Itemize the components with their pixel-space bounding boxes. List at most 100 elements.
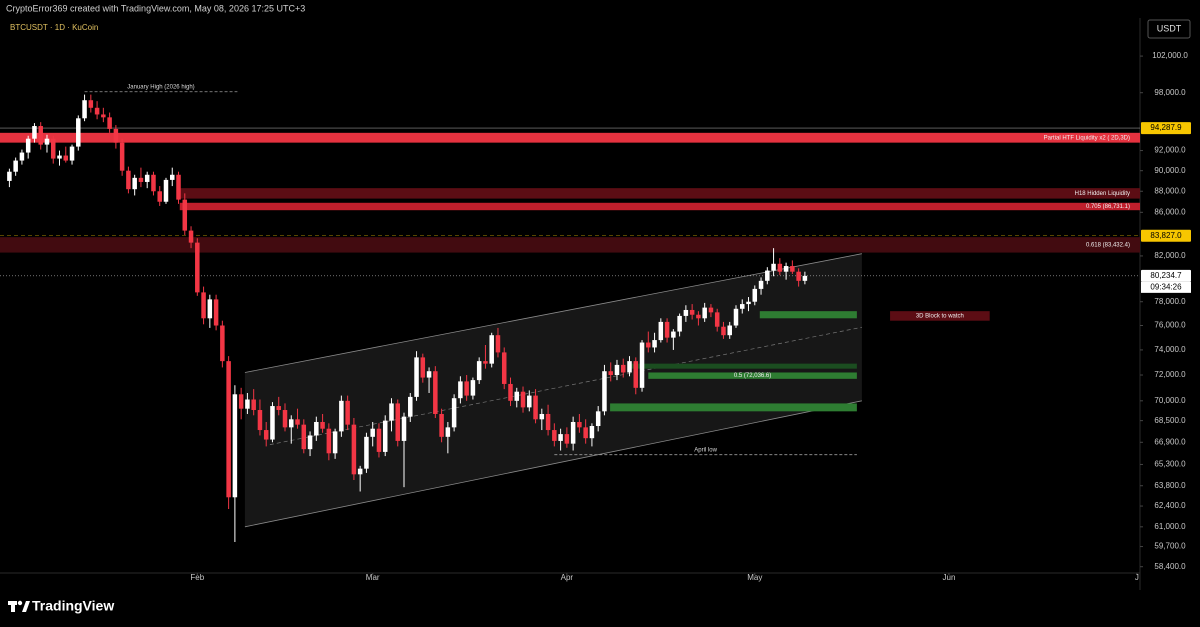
candle-body <box>470 380 476 396</box>
candle-body <box>408 396 413 417</box>
candle-body <box>76 118 81 147</box>
candle-body <box>633 361 639 388</box>
currency[interactable]: USDT <box>1157 23 1182 33</box>
candle-body <box>50 138 56 159</box>
brand: TradingView <box>32 598 114 614</box>
candle-body <box>570 421 576 444</box>
candle-body <box>395 403 401 441</box>
candle-body <box>739 304 745 309</box>
candle-body <box>351 424 357 475</box>
zone <box>629 363 857 369</box>
candle-body <box>163 179 169 202</box>
candle-body <box>382 420 388 452</box>
candle-body <box>126 170 131 190</box>
candle-body <box>270 406 275 440</box>
candle-body <box>370 428 375 437</box>
candle-body <box>182 199 188 231</box>
candle-body <box>138 177 144 182</box>
candle-body <box>790 266 795 272</box>
zone-label: H18 Hidden Liquidity <box>1075 191 1130 197</box>
candle-body <box>69 146 75 161</box>
channel-lower <box>244 400 862 528</box>
price-badge <box>1141 122 1191 135</box>
candle-body <box>82 100 87 119</box>
candle-body <box>758 280 764 289</box>
candle-body <box>119 142 125 171</box>
candle-body <box>320 421 325 429</box>
candle-body <box>157 191 162 202</box>
x-tick-label: J <box>1135 573 1139 582</box>
candle-body <box>151 174 156 192</box>
countdown-badge <box>1141 281 1191 293</box>
price-badge-label: 80,234.7 <box>1150 271 1182 280</box>
y-tick-label: 61,000.0 <box>1154 522 1186 531</box>
candle-body <box>345 400 350 425</box>
countdown: 09:34:26 <box>1150 282 1182 291</box>
zone <box>648 372 857 379</box>
candle-body <box>533 395 538 420</box>
candle-body <box>783 266 789 272</box>
candle-body <box>777 263 783 272</box>
currency-box[interactable] <box>1147 19 1191 39</box>
candle-body <box>263 430 269 440</box>
candle-body <box>32 126 37 139</box>
candle-body <box>301 424 307 450</box>
candle-body <box>602 371 607 412</box>
y-tick-label: 76,000.0 <box>1154 321 1186 330</box>
channel-upper <box>244 253 862 373</box>
candle-body <box>451 398 457 428</box>
candle-body <box>307 435 313 450</box>
candle-body <box>727 325 732 336</box>
candle-body <box>389 403 394 421</box>
candle-body <box>558 434 563 441</box>
candle-body <box>796 271 801 281</box>
candle-body <box>664 321 670 338</box>
candle-body <box>13 160 18 172</box>
x-tick-label: May <box>747 573 762 582</box>
candle-body <box>94 107 100 115</box>
candle-body <box>608 371 613 376</box>
y-tick-label: 63,800.0 <box>1154 481 1186 490</box>
candle-body <box>671 331 676 338</box>
candle-body <box>226 361 231 498</box>
candle-body <box>627 361 632 373</box>
candle-body <box>658 321 664 341</box>
x-tick-label: Jun <box>943 573 956 582</box>
candle-body <box>401 416 407 441</box>
y-tick-label: 65,300.0 <box>1154 460 1186 469</box>
candle-body <box>207 299 213 319</box>
y-tick-label: 86,000.0 <box>1154 207 1186 216</box>
candle-body <box>238 394 244 409</box>
candle-body <box>583 427 588 439</box>
candle-body <box>564 434 570 444</box>
x-tick-label: Apr <box>561 573 574 582</box>
price-badge-label: 83,827.0 <box>1150 231 1182 240</box>
zone <box>610 403 857 412</box>
candle-body <box>508 383 513 401</box>
candle-body <box>107 117 112 129</box>
candle-body <box>144 174 150 182</box>
candle-body <box>696 314 701 319</box>
candle-body <box>527 395 532 408</box>
candle-body <box>765 270 770 281</box>
candle-body <box>213 299 219 326</box>
candle-body <box>7 171 12 181</box>
x-tick-label: Mar <box>366 573 380 582</box>
channel-fill <box>244 253 862 527</box>
candle-body <box>652 340 657 348</box>
zone-label: 3D Block to watch <box>916 314 964 320</box>
attribution: CryptoError369 created with TradingView.… <box>6 3 305 13</box>
candle-body <box>476 361 482 381</box>
candle-body <box>683 309 689 316</box>
y-tick-label: 90,000.0 <box>1154 166 1186 175</box>
candle-body <box>702 307 707 319</box>
candle-body <box>314 421 319 436</box>
candle-body <box>364 436 369 469</box>
candle-body <box>276 406 281 411</box>
price-badge <box>1141 229 1191 242</box>
candle-body <box>295 419 300 425</box>
logo-dot <box>17 600 23 606</box>
y-tick-label: 102,000.0 <box>1152 51 1188 60</box>
candle-body <box>420 357 426 378</box>
